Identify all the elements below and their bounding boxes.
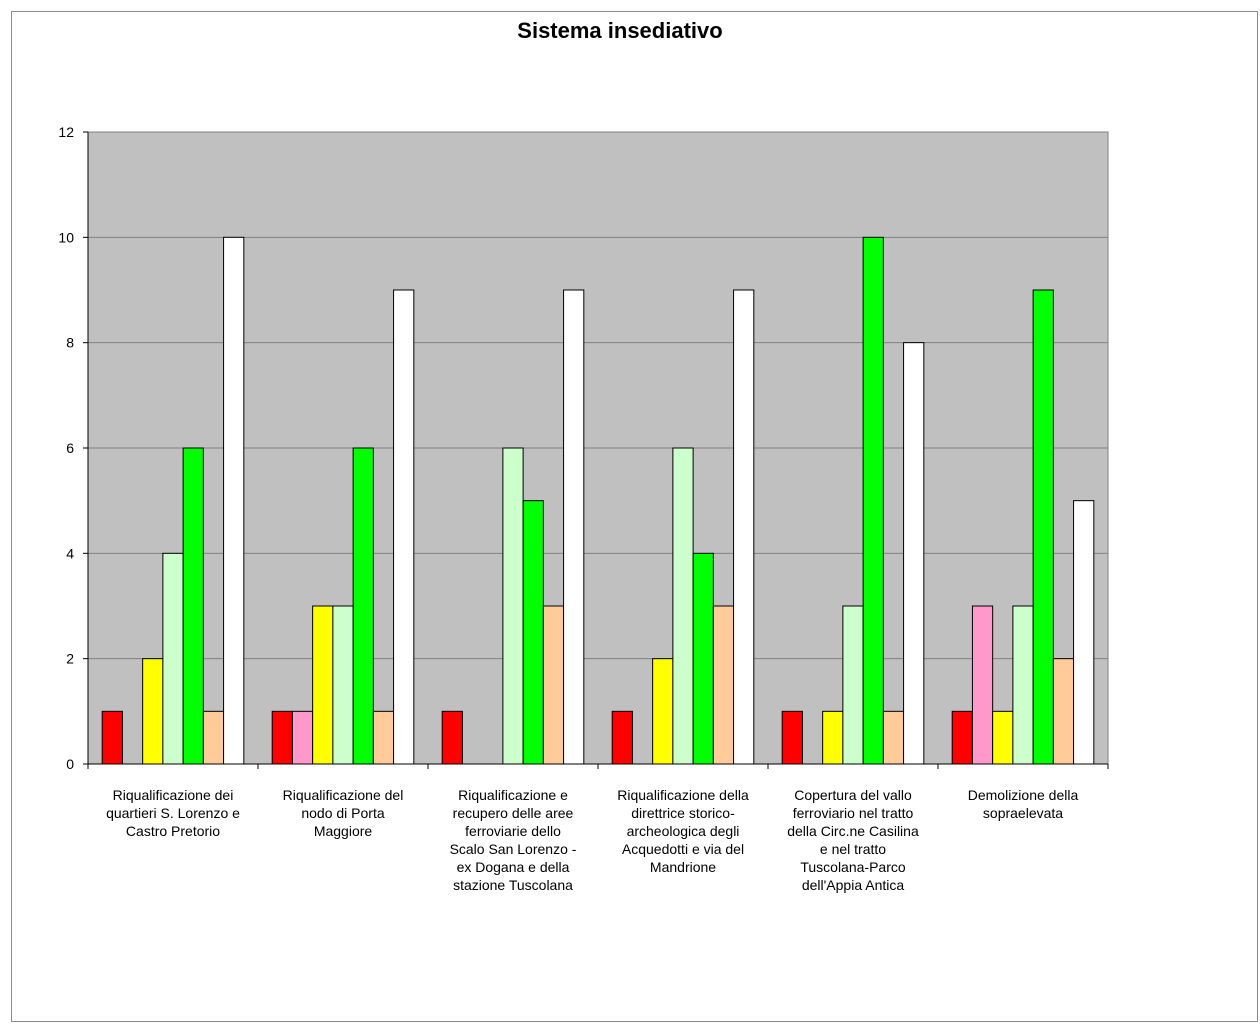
bar [1073, 500, 1095, 765]
category-label: Riqualificazione del nodo di Porta Maggior… [283, 787, 404, 839]
bar [992, 710, 1014, 765]
bar [842, 605, 864, 765]
category-label-line: della Circ.ne Casilina [787, 823, 919, 839]
bar [332, 605, 354, 765]
category-label-line: quartieri S. Lorenzo e [106, 805, 240, 821]
bar [781, 710, 803, 765]
gridlines [88, 236, 1108, 660]
bar [563, 289, 585, 765]
bar [393, 289, 415, 765]
chart-title: Sistema insediativo [517, 18, 722, 43]
bar [1012, 605, 1034, 765]
y-tick-label: 12 [58, 124, 74, 140]
category-label-line: nodo di Porta [301, 805, 384, 821]
bar [372, 710, 395, 765]
bar [271, 710, 293, 765]
bar [1032, 289, 1054, 765]
y-tick-label: 2 [66, 651, 74, 667]
category-label-line: ex Dogana e della [457, 859, 570, 875]
bar [882, 710, 905, 765]
y-tick-label: 8 [66, 335, 74, 351]
category-label-line: Riqualificazione della [617, 787, 749, 803]
category-label-line: sopraelevata [983, 805, 1063, 821]
category-label-line: Mandrione [650, 859, 716, 875]
category-label-line: dell'Appia Antica [802, 877, 905, 893]
bar [542, 605, 565, 765]
category-label-line: stazione Tuscolana [453, 877, 573, 893]
y-tick-label: 4 [66, 545, 74, 561]
category-labels: Riqualificazione dei quartieri S. Lorenzo… [106, 787, 1078, 893]
category-label: Copertura del vallo ferroviario nel tratt… [787, 787, 919, 893]
bar [182, 447, 204, 765]
category-label: Riqualificazione della direttrice storico… [617, 787, 749, 875]
bars [101, 236, 1095, 765]
category-label-line: Maggiore [314, 823, 373, 839]
category-label-line: ferroviario nel tratto [793, 805, 914, 821]
bar [352, 447, 374, 765]
category-label-line: Acquedotti e via del [622, 841, 744, 857]
bar [652, 658, 674, 765]
y-tick-label: 6 [66, 440, 74, 456]
category-label-line: recupero delle aree [453, 805, 574, 821]
bar [672, 447, 694, 765]
bar [903, 342, 925, 765]
y-tick-labels: 0 2 4 6 8 10 12 [58, 124, 74, 772]
bar [312, 605, 334, 765]
category-label-line: Demolizione della [968, 787, 1079, 803]
category-label-line: Riqualificazione e [458, 787, 568, 803]
category-label-line: Copertura del vallo [794, 787, 912, 803]
y-tick-label: 0 [66, 756, 74, 772]
category-label: Riqualificazione dei quartieri S. Lorenzo… [106, 787, 240, 839]
bar [291, 710, 314, 765]
bar [502, 447, 524, 765]
category-label-line: Tuscolana-Parco [800, 859, 906, 875]
bar [692, 552, 714, 765]
category-label-line: direttrice storico- [631, 805, 735, 821]
bar [223, 236, 245, 765]
bar [611, 710, 633, 765]
category-label-line: Castro Pretorio [126, 823, 220, 839]
category-label-line: Scalo San Lorenzo - [450, 841, 577, 857]
bar [522, 500, 544, 765]
bar [1052, 658, 1075, 765]
category-label-line: ferroviarie dello [465, 823, 561, 839]
axes [83, 131, 1109, 769]
category-label-line: Riqualificazione dei [113, 787, 234, 803]
category-label-line: e nel tratto [820, 841, 886, 857]
bar [951, 710, 973, 765]
category-label: Demolizione della sopraelevata [968, 787, 1079, 821]
bar [822, 710, 844, 765]
bar [733, 289, 755, 765]
bar [101, 710, 123, 765]
bar [142, 658, 164, 765]
bar [712, 605, 735, 765]
category-label-line: archeologica degli [627, 823, 740, 839]
y-tick-label: 10 [58, 229, 74, 245]
category-label-line: Riqualificazione del [283, 787, 404, 803]
category-label: Riqualificazione e recupero delle aree fer… [450, 787, 577, 893]
bar [971, 605, 994, 765]
bar [202, 710, 225, 765]
bar [862, 236, 884, 765]
bar [441, 710, 463, 765]
bar [162, 552, 184, 765]
